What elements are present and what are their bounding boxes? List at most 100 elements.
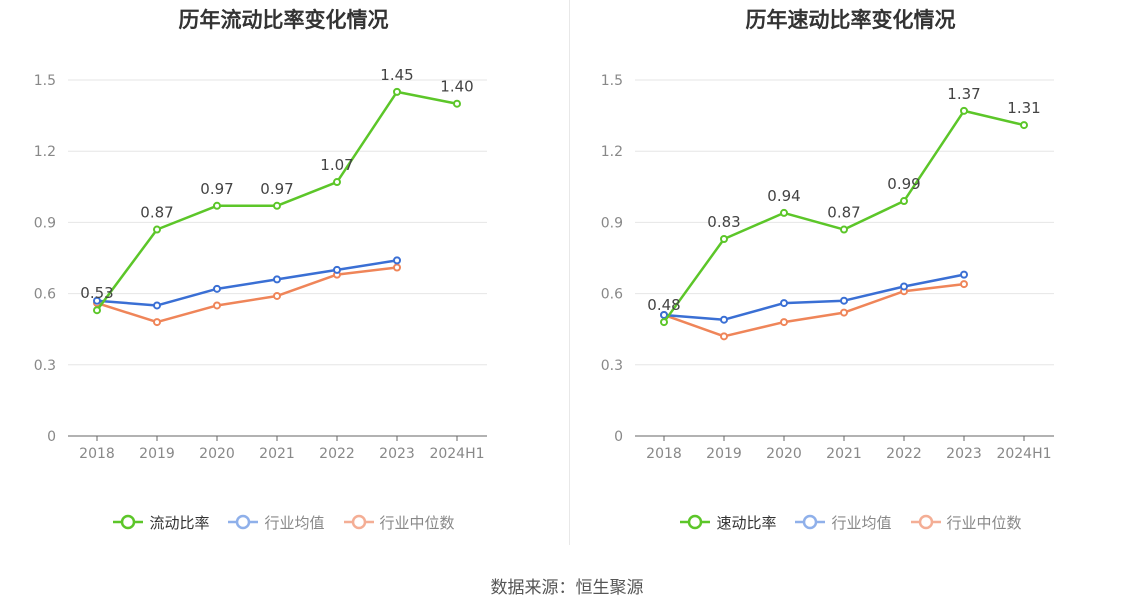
data-label: 0.97: [200, 180, 233, 198]
quick-ratio-panel: 历年速动比率变化情况 0 0.3 0.6 0.9 1.2 1.5 2018 2019 2020 2…: [567, 0, 1134, 560]
x-tick-label: 2020: [766, 446, 802, 462]
y-tick-label: 1.5: [601, 73, 623, 89]
y-tick-label: 0.6: [34, 287, 56, 303]
legend-label: 速动比率: [716, 513, 777, 532]
data-label: 0.99: [887, 175, 920, 193]
series-line: [663, 282, 965, 338]
data-point[interactable]: [153, 225, 161, 234]
data-point[interactable]: [153, 301, 161, 310]
data-point[interactable]: [213, 201, 221, 210]
data-label: 0.48: [647, 296, 680, 314]
chart-title: 历年速动比率变化情况: [745, 8, 956, 32]
data-point[interactable]: [780, 318, 788, 327]
data-point[interactable]: [720, 315, 728, 324]
data-point[interactable]: [660, 310, 668, 319]
data-point[interactable]: [273, 201, 281, 210]
data-label: 0.53: [80, 284, 113, 302]
legend-swatch-icon: [343, 514, 374, 530]
legend-item[interactable]: 行业中位数: [910, 512, 1022, 533]
x-tick-label: 2023: [946, 446, 982, 462]
data-point[interactable]: [453, 99, 461, 108]
y-tick-label: 0.9: [601, 215, 623, 231]
x-tick-label: 2019: [139, 446, 175, 462]
data-label: 1.45: [380, 66, 413, 84]
data-source-note: 数据来源：恒生聚源: [490, 578, 644, 598]
data-point[interactable]: [720, 332, 728, 341]
y-tick-label: 1.5: [34, 73, 56, 89]
data-point[interactable]: [333, 178, 341, 187]
chart-legend: 流动比率 行业均值 行业中位数: [0, 511, 567, 533]
data-point[interactable]: [900, 197, 908, 206]
quick-ratio-plot: 0 0.3 0.6 0.9 1.2 1.5 2018 2019 2020 2021 2022 2023…: [601, 73, 1054, 462]
y-tick-label: 1.2: [34, 144, 56, 160]
data-label: 1.31: [1007, 99, 1040, 117]
legend-item[interactable]: 流动比率: [112, 512, 209, 533]
data-point[interactable]: [960, 280, 968, 289]
data-label: 0.87: [827, 204, 860, 222]
legend-swatch-icon: [680, 514, 711, 530]
legend-label: 行业中位数: [379, 513, 455, 532]
data-label: 0.94: [767, 187, 800, 205]
data-label: 1.37: [947, 85, 980, 103]
data-point[interactable]: [720, 235, 728, 244]
data-point[interactable]: [780, 208, 788, 217]
data-point[interactable]: [840, 225, 848, 234]
series-line: [663, 273, 965, 321]
legend-label: 行业中位数: [946, 513, 1022, 532]
legend-item[interactable]: 速动比率: [679, 512, 776, 533]
data-label: 1.07: [320, 156, 353, 174]
data-point[interactable]: [900, 282, 908, 291]
x-tick-label: 2022: [886, 446, 922, 462]
data-point[interactable]: [660, 318, 668, 327]
legend-swatch-icon: [795, 514, 826, 530]
data-point[interactable]: [93, 296, 101, 305]
legend-label: 流动比率: [149, 513, 210, 532]
data-point[interactable]: [93, 306, 101, 315]
data-label: 1.40: [440, 78, 473, 96]
data-point[interactable]: [273, 291, 281, 300]
legend-swatch-icon: [228, 514, 259, 530]
data-point[interactable]: [393, 87, 401, 96]
data-point[interactable]: [393, 256, 401, 265]
data-point[interactable]: [213, 301, 221, 310]
legend-label: 行业均值: [264, 513, 325, 532]
chart-title: 历年流动比率变化情况: [178, 8, 389, 32]
data-point[interactable]: [780, 299, 788, 308]
data-point[interactable]: [1020, 121, 1028, 130]
data-point[interactable]: [393, 263, 401, 272]
legend-item[interactable]: 行业均值: [227, 512, 325, 533]
legend-swatch-icon: [910, 514, 941, 530]
data-point[interactable]: [153, 318, 161, 327]
y-tick-label: 0.9: [34, 215, 56, 231]
y-tick-label: 0.3: [34, 358, 56, 374]
data-point[interactable]: [273, 275, 281, 284]
x-tick-label: 2024H1: [996, 446, 1051, 462]
current-ratio-panel: 历年流动比率变化情况 0 0.3 0.6 0.9 1.2 1.5 2018 2019 2020 2…: [0, 0, 567, 560]
data-point[interactable]: [840, 308, 848, 317]
data-point[interactable]: [840, 296, 848, 305]
y-tick-label: 0.3: [601, 358, 623, 374]
legend-item[interactable]: 行业中位数: [343, 512, 455, 533]
chart-legend: 速动比率 行业均值 行业中位数: [567, 511, 1134, 533]
x-tick-label: 2018: [646, 446, 682, 462]
y-tick-label: 0.6: [601, 287, 623, 303]
data-label: 0.83: [707, 213, 740, 231]
data-point[interactable]: [960, 106, 968, 115]
y-tick-label: 0: [614, 429, 623, 445]
legend-item[interactable]: 行业均值: [794, 512, 892, 533]
data-label: 0.87: [140, 204, 173, 222]
series-line: [96, 259, 398, 307]
data-point[interactable]: [213, 284, 221, 293]
legend-swatch-icon: [113, 514, 144, 530]
y-tick-label: 1.2: [601, 144, 623, 160]
x-tick-label: 2024H1: [429, 446, 484, 462]
data-point[interactable]: [960, 270, 968, 279]
data-point[interactable]: [333, 265, 341, 274]
x-tick-label: 2021: [826, 446, 862, 462]
current-ratio-plot: 0 0.3 0.6 0.9 1.2 1.5 2018 2019 2020 2021 2022 2023…: [34, 66, 487, 462]
x-tick-label: 2022: [319, 446, 355, 462]
x-tick-label: 2020: [199, 446, 235, 462]
y-tick-label: 0: [47, 429, 56, 445]
x-tick-label: 2018: [79, 446, 115, 462]
data-label: 0.97: [260, 180, 293, 198]
